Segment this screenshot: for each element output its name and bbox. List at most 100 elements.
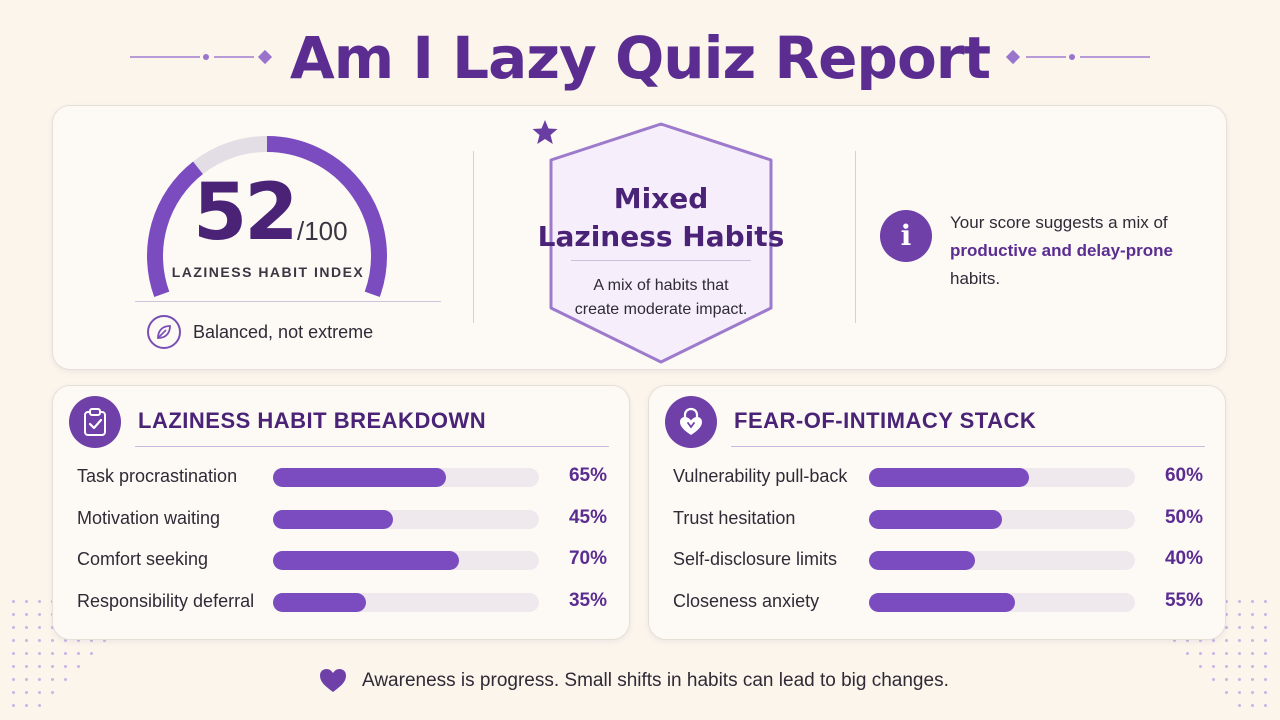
progress-track [869,551,1135,570]
decorative-dot [38,613,41,616]
decorative-dot [1238,652,1241,655]
habit-label: Motivation waiting [77,507,221,528]
decorative-dot [77,652,80,655]
decorative-dot [51,639,54,642]
result-badge: Mixed Laziness Habits A mix of habits th… [531,118,791,366]
decorative-dot [1238,613,1241,616]
decorative-dot [25,652,28,655]
breakdown-list: Task procrastination 65% Motivation waitin… [77,462,607,628]
decorative-dot [64,652,67,655]
decorative-dot [1238,600,1241,603]
decorative-dot [12,613,15,616]
habit-row: Closeness anxiety 55% [673,587,1203,629]
habit-percent: 65% [568,465,607,486]
badge-description: A mix of habits that create moderate imp… [531,274,791,322]
info-icon: i [880,210,932,262]
decorative-dot [38,639,41,642]
progress-fill [273,468,446,487]
decorative-dot [1238,704,1241,707]
habit-percent: 55% [1164,589,1203,611]
progress-fill [273,551,460,570]
title-ornament-right-line-2 [1080,56,1150,58]
decorative-dot [12,652,15,655]
decorative-dot [38,704,41,707]
habit-label: Closeness anxiety [673,590,820,611]
star-icon [532,120,558,144]
habit-row: Task procrastination 65% [77,462,607,504]
decorative-dot [1251,652,1254,655]
decorative-dot [1251,613,1254,616]
badge-title-line2: Laziness Habits [537,220,785,253]
decorative-dot [25,626,28,629]
decorative-dot [1264,704,1267,707]
decorative-dot [51,652,54,655]
progress-track [273,551,539,570]
habit-label: Vulnerability pull-back [673,466,848,486]
decorative-dot [25,639,28,642]
decorative-dot [38,626,41,629]
habit-percent: 60% [1164,465,1203,486]
gauge-fill-right [266,136,387,298]
score-gauge [147,136,387,298]
badge-title-line1: Mixed [613,182,709,215]
divider-right [855,151,856,323]
score-status: Balanced, not extreme [193,322,374,342]
breakdown-title: LAZINESS HABIT BREAKDOWN [138,408,487,433]
leaf-icon [147,315,181,349]
habit-row: Vulnerability pull-back 60% [673,462,1203,504]
habit-percent: 50% [1164,506,1203,528]
decorative-dot [1199,652,1202,655]
decorative-dot [38,600,41,603]
score-value: 52 [193,168,299,258]
gauge-fill-left [147,161,204,298]
progress-track [869,592,1135,612]
title-ornament-left-dot [203,54,209,60]
habit-percent: 70% [568,548,607,569]
habit-label: Task procrastination [77,466,238,486]
habit-percent: 35% [568,589,607,611]
progress-fill [869,509,1002,529]
info-text: Your score suggests a mix of productive … [950,209,1210,293]
gauge-track [193,136,268,175]
title-ornament-left-line-2 [214,56,254,58]
progress-track [869,468,1135,487]
progress-track [273,468,539,487]
progress-fill [273,509,393,529]
decorative-dot [1264,639,1267,642]
score-label: LAZINESS HABIT INDEX [171,264,365,280]
badge-divider [571,260,751,261]
progress-fill [869,592,1016,612]
badge-title: Mixed Laziness Habits [531,180,791,256]
habit-row: Responsibility deferral 35% [77,587,607,629]
decorative-dot [1264,626,1267,629]
info-highlight: productive and delay-prone [950,241,1173,260]
progress-fill [273,592,367,612]
info-glyph: i [900,219,912,252]
habit-row: Trust hesitation 50% [673,504,1203,546]
progress-fill [869,551,976,570]
decorative-dot [25,704,28,707]
intimacy-divider [731,446,1205,447]
decorative-dot [1251,704,1254,707]
decorative-dot [1238,639,1241,642]
info-text-before: Your score suggests a mix of [950,213,1168,232]
page-title: Am I Lazy Quiz Report [289,24,991,92]
decorative-dot [12,600,15,603]
title-ornament-right-line [1026,56,1066,58]
progress-track [273,509,539,529]
decorative-dot [25,613,28,616]
decorative-dot [1212,652,1215,655]
habit-label: Comfort seeking [77,549,209,569]
decorative-dot [90,652,93,655]
habit-row: Comfort seeking 70% [77,545,607,587]
habit-label: Responsibility deferral [77,590,255,611]
decorative-dot [1264,652,1267,655]
badge-desc-line2: create moderate impact. [574,301,748,318]
decorative-dot [1251,639,1254,642]
decorative-dot [1238,626,1241,629]
intimacy-list: Vulnerability pull-back 60% Trust hesitati… [673,462,1203,628]
title-row: Am I Lazy Quiz Report [0,18,1280,98]
decorative-dot [1264,600,1267,603]
title-ornament-left-line [130,56,200,58]
heart-lock-icon [665,396,717,448]
